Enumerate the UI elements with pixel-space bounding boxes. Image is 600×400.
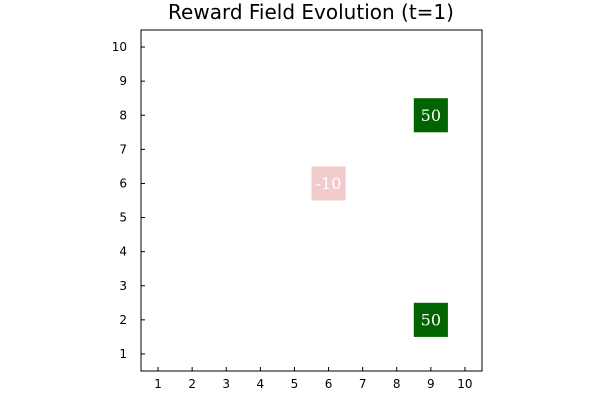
- chart-title: Reward Field Evolution (t=1): [168, 0, 454, 24]
- reward-cell-box: [311, 166, 346, 201]
- reward-cell: 50: [413, 98, 448, 133]
- reward-cell: -10: [311, 166, 346, 201]
- y-tick-label: 5: [119, 211, 127, 225]
- reward-cell-label: 50: [421, 106, 441, 125]
- x-tick-label: 6: [325, 377, 333, 391]
- reward-cell-box: [413, 302, 448, 337]
- y-axis-ticks: 1 2 3 4 5 6 7 8 9 10: [112, 40, 145, 361]
- y-tick-label: 6: [119, 176, 127, 190]
- x-tick-label: 5: [291, 377, 299, 391]
- x-tick-label: 3: [222, 377, 230, 391]
- y-tick-label: 2: [119, 313, 127, 327]
- reward-cell-label: -10: [316, 174, 342, 193]
- x-axis-ticks: 1 2 3 4 5 6 7 8 9 10: [154, 367, 473, 391]
- reward-cell-label: 50: [421, 310, 441, 329]
- y-tick-label: 7: [119, 142, 127, 156]
- x-tick-label: 4: [257, 377, 265, 391]
- y-tick-label: 3: [119, 279, 127, 293]
- y-tick-label: 4: [119, 245, 127, 259]
- x-tick-label: 10: [457, 377, 472, 391]
- x-tick-label: 1: [154, 377, 162, 391]
- x-tick-label: 7: [359, 377, 367, 391]
- reward-cells: -10 50 50: [311, 98, 448, 337]
- y-tick-label: 1: [119, 347, 127, 361]
- x-tick-label: 8: [393, 377, 401, 391]
- x-tick-label: 2: [188, 377, 196, 391]
- y-tick-label: 10: [112, 40, 127, 54]
- reward-cell: 50: [413, 302, 448, 337]
- x-tick-label: 9: [427, 377, 435, 391]
- reward-cell-box: [413, 98, 448, 133]
- y-tick-label: 9: [119, 74, 127, 88]
- y-tick-label: 8: [119, 108, 127, 122]
